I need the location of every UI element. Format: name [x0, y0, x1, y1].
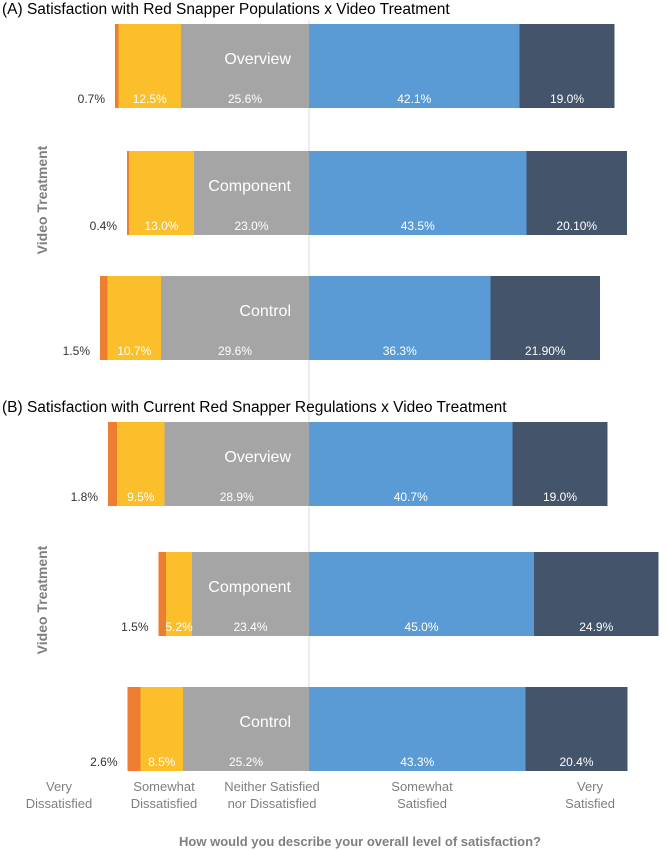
panel-a-title: (A) Satisfaction with Red Snapper Popula… — [2, 1, 450, 18]
bar-segment-neither — [161, 276, 309, 360]
bar-segment-somewhat-dissatisfied — [140, 687, 183, 771]
bar-segment-very-satisfied — [525, 687, 628, 771]
data-label-very-dissatisfied: 2.6% — [90, 755, 118, 769]
data-label-neither: 23.4% — [233, 620, 267, 634]
bar-segment-very-dissatisfied — [108, 422, 117, 506]
data-label-somewhat-dissatisfied: 8.5% — [148, 755, 176, 769]
bar-segment-very-satisfied — [512, 422, 608, 506]
bar-segment-somewhat-satisfied — [309, 24, 520, 108]
bar-segment-somewhat-satisfied — [309, 151, 527, 235]
data-label-very-satisfied: 19.0% — [550, 92, 584, 106]
data-label-neither: 25.2% — [229, 755, 263, 769]
bar-segment-somewhat-dissatisfied — [117, 422, 165, 506]
data-label-somewhat-dissatisfied: 10.7% — [117, 344, 151, 358]
bar-segment-very-satisfied — [519, 24, 615, 108]
x-category-label: Neither Satisfied — [224, 779, 319, 794]
bar-segment-somewhat-satisfied — [309, 687, 526, 771]
data-label-somewhat-satisfied: 40.7% — [394, 490, 428, 504]
panel-a-bars: 0.7% 12.5% 25.6% 42.1% 19.0% Overview 0.4% 13.0… — [63, 24, 627, 360]
data-label-somewhat-dissatisfied: 12.5% — [133, 92, 167, 106]
bar-segment-neither — [194, 151, 309, 235]
bar-segment-very-dissatisfied — [127, 151, 129, 235]
x-category-label: Somewhat — [391, 779, 453, 794]
x-category-labels: Very Dissatisfied Somewhat Dissatisfied Neit… — [26, 779, 615, 811]
bar-segment-somewhat-dissatisfied — [118, 24, 181, 108]
panel-b-y-axis-label: Video Treatment — [34, 545, 50, 654]
data-label-very-dissatisfied: 0.4% — [90, 219, 118, 233]
x-category-label: Somewhat — [133, 779, 195, 794]
data-label-somewhat-dissatisfied: 13.0% — [144, 219, 178, 233]
bar-segment-very-dissatisfied — [115, 24, 119, 108]
x-category-label: Satisfied — [565, 796, 615, 811]
x-axis-title: How would you describe your overall leve… — [179, 834, 541, 849]
data-label-somewhat-dissatisfied: 9.5% — [127, 490, 155, 504]
data-label-very-dissatisfied: 1.5% — [121, 620, 149, 634]
bar-segment-somewhat-satisfied — [309, 552, 534, 636]
bar-segment-somewhat-dissatisfied — [166, 552, 192, 636]
bar-segment-somewhat-satisfied — [309, 422, 513, 506]
data-label-very-dissatisfied: 1.8% — [71, 490, 99, 504]
x-category-label: Very — [577, 779, 604, 794]
bar-segment-neither — [192, 552, 309, 636]
bar-segment-neither — [164, 422, 309, 506]
data-label-neither: 29.6% — [218, 344, 252, 358]
bar-segment-very-satisfied — [534, 552, 659, 636]
bar-segment-very-dissatisfied — [127, 687, 141, 771]
data-label-neither: 28.9% — [220, 490, 254, 504]
data-label-very-dissatisfied: 0.7% — [78, 92, 106, 106]
data-label-somewhat-satisfied: 45.0% — [404, 620, 438, 634]
x-category-label: Dissatisfied — [131, 796, 197, 811]
panel-a-y-axis-label: Video Treatment — [34, 145, 50, 254]
data-label-neither: 23.0% — [234, 219, 268, 233]
data-label-somewhat-satisfied: 43.5% — [401, 219, 435, 233]
bar-segment-somewhat-dissatisfied — [107, 276, 161, 360]
data-label-somewhat-satisfied: 42.1% — [397, 92, 431, 106]
bar-segment-very-dissatisfied — [158, 552, 166, 636]
bar-segment-neither — [181, 24, 309, 108]
data-label-very-satisfied: 19.0% — [543, 490, 577, 504]
x-category-label: Satisfied — [397, 796, 447, 811]
data-label-somewhat-satisfied: 43.3% — [400, 755, 434, 769]
bar-segment-very-satisfied — [526, 151, 627, 235]
bar-segment-somewhat-satisfied — [309, 276, 491, 360]
treatment-label: Overview — [224, 51, 291, 68]
x-category-label: nor Dissatisfied — [228, 796, 317, 811]
bar-segment-very-satisfied — [490, 276, 600, 360]
panel-b-title: (B) Satisfaction with Current Red Snappe… — [2, 399, 507, 416]
data-label-very-satisfied: 20.4% — [559, 755, 593, 769]
data-label-somewhat-dissatisfied: 5.2% — [165, 620, 193, 634]
data-label-somewhat-satisfied: 36.3% — [383, 344, 417, 358]
x-category-label: Dissatisfied — [26, 796, 92, 811]
data-label-very-satisfied: 20.10% — [556, 219, 597, 233]
treatment-label: Component — [208, 178, 291, 195]
treatment-label: Control — [239, 303, 291, 320]
treatment-label: Overview — [224, 449, 291, 466]
bar-segment-somewhat-dissatisfied — [129, 151, 194, 235]
treatment-label: Component — [208, 579, 291, 596]
bar-segment-neither — [183, 687, 309, 771]
data-label-very-satisfied: 21.90% — [525, 344, 566, 358]
x-category-label: Very — [46, 779, 73, 794]
data-label-very-satisfied: 24.9% — [579, 620, 613, 634]
treatment-label: Control — [239, 714, 291, 731]
bar-segment-very-dissatisfied — [100, 276, 108, 360]
data-label-very-dissatisfied: 1.5% — [63, 344, 91, 358]
panel-b-bars: 1.8% 9.5% 28.9% 40.7% 19.0% Overview 1.5% 5.2% 2… — [71, 422, 659, 771]
data-label-neither: 25.6% — [228, 92, 262, 106]
